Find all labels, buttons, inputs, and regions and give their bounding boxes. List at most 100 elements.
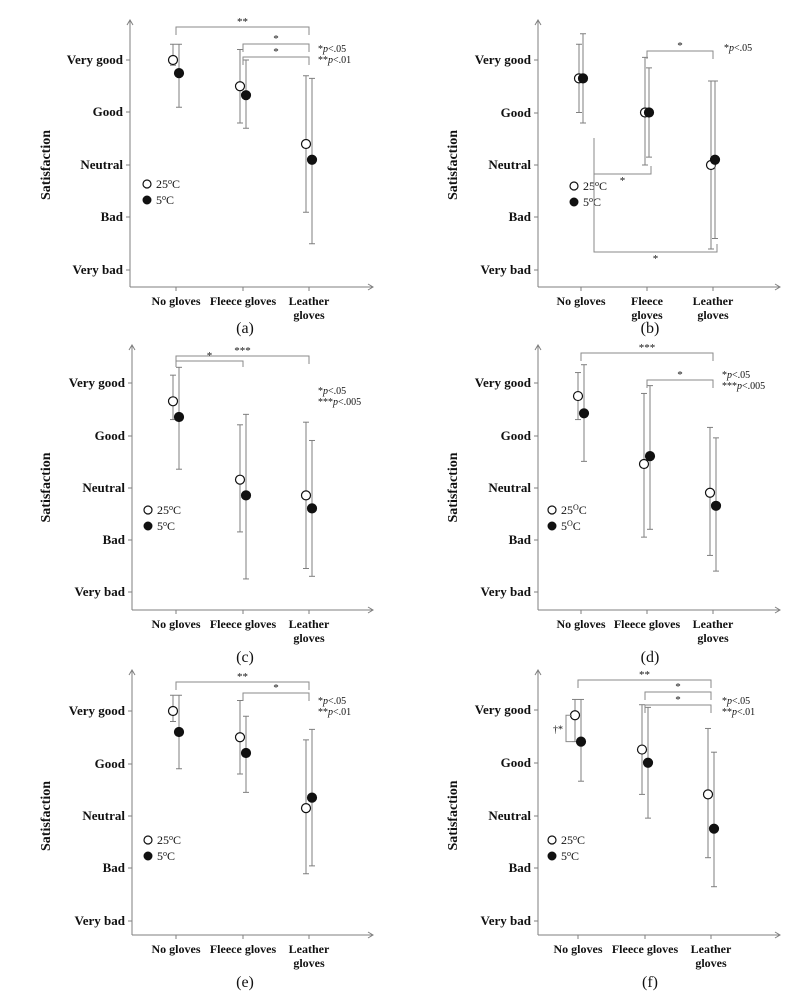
significance-label: ** — [237, 16, 248, 28]
significance-label: *** — [234, 345, 251, 357]
y-tick-label: Neutral — [82, 480, 125, 495]
panel-label: (f) — [642, 974, 658, 991]
x-tick-label: No gloves — [152, 942, 201, 956]
legend-marker-filled — [143, 851, 153, 861]
y-tick-label: Neutral — [488, 480, 531, 495]
y-tick-label: Very bad — [75, 913, 126, 928]
significance-bracket — [242, 56, 310, 65]
y-axis-title: Satisfaction — [446, 780, 461, 850]
point-5c — [173, 726, 185, 738]
point-5c — [643, 107, 655, 118]
y-axis-arrow — [534, 19, 542, 26]
point-5c — [240, 747, 252, 759]
x-tick-label: gloves — [695, 956, 727, 970]
significance-bracket — [593, 138, 718, 253]
panel-label: (b) — [641, 320, 660, 337]
x-tick-label: Fleece gloves — [614, 617, 681, 631]
point-25c — [234, 474, 246, 485]
y-tick-label: Good — [501, 755, 532, 770]
point-25c — [572, 390, 584, 402]
point-5c — [642, 757, 654, 768]
point-5c — [306, 792, 318, 803]
point-25c — [704, 487, 716, 498]
y-tick-label: Very good — [67, 52, 124, 67]
y-tick-label: Very bad — [481, 584, 532, 599]
point-5c — [306, 503, 318, 514]
point-25c — [167, 705, 179, 717]
point-25c — [702, 789, 714, 800]
x-tick-label: Fleece gloves — [210, 294, 277, 308]
x-axis-arrow — [367, 931, 374, 939]
y-axis-title: Satisfaction — [39, 452, 54, 522]
point-25c — [300, 803, 312, 814]
significance-note: *p<.05 — [724, 43, 752, 54]
significance-note: ***p<.005 — [318, 397, 361, 408]
significance-bracket — [644, 691, 712, 700]
legend-label-25c: 25oC — [583, 179, 607, 193]
y-tick-label: Neutral — [82, 808, 125, 823]
x-tick-label: gloves — [697, 631, 729, 645]
significance-bracket — [242, 43, 310, 52]
y-tick-label: Bad — [509, 532, 532, 547]
x-tick-label: No gloves — [554, 942, 603, 956]
y-axis-arrow — [534, 669, 542, 676]
y-axis-arrow — [128, 669, 136, 676]
panel-f: Very good Good Neutral Bad Very bad Satisfact… — [446, 669, 781, 991]
point-25c — [300, 490, 312, 501]
legend-label-5c: 5oC — [157, 849, 175, 863]
x-axis-arrow — [774, 931, 781, 939]
y-tick-label: Very good — [475, 375, 532, 390]
y-axis-title: Satisfaction — [446, 130, 461, 200]
significance-bracket — [175, 355, 310, 364]
x-tick-label: No gloves — [152, 617, 201, 631]
panel-c: Very good Good Neutral Bad Very bad Satisfact… — [39, 344, 374, 666]
x-axis-arrow — [367, 606, 374, 614]
point-25c — [300, 138, 312, 150]
legend-label-5c: 5oC — [157, 519, 175, 533]
y-tick-label: Bad — [509, 209, 532, 224]
y-axis-title: Satisfaction — [39, 781, 54, 851]
point-25c — [234, 732, 246, 743]
x-tick-label: gloves — [293, 308, 325, 322]
y-tick-label: Bad — [101, 209, 124, 224]
within-bracket — [565, 714, 572, 743]
significance-bracket — [580, 352, 714, 361]
significance-note: *p<.05 — [318, 44, 346, 55]
significance-label: * — [207, 350, 213, 362]
legend-label-25c: 25oC — [157, 833, 181, 847]
y-axis-title: Satisfaction — [39, 130, 54, 200]
point-5c — [306, 154, 318, 165]
significance-label: * — [677, 369, 683, 381]
legend-marker-open — [547, 505, 557, 515]
y-tick-label: Very bad — [75, 584, 126, 599]
legend-marker-open — [547, 835, 557, 845]
y-tick-label: Very good — [475, 702, 532, 717]
y-axis-arrow — [126, 19, 134, 26]
point-5c — [173, 411, 185, 423]
y-tick-label: Very bad — [481, 913, 532, 928]
x-tick-label: Leather — [693, 617, 734, 631]
panel-b: Very good Good Neutral Bad Very bad Satisfact… — [446, 19, 781, 337]
legend-marker-filled — [547, 521, 557, 531]
panel-d: Very good Good Neutral Bad Very bad Satisfact… — [446, 342, 781, 666]
significance-bracket — [593, 138, 652, 175]
significance-note: *p<.05 — [722, 370, 750, 381]
significance-label: *** — [639, 342, 656, 354]
y-axis-title: Satisfaction — [446, 452, 461, 522]
y-axis-arrow — [128, 344, 136, 351]
legend-label-5c: 5oC — [561, 849, 579, 863]
panel-label: (d) — [641, 649, 660, 666]
x-tick-label: Leather — [289, 942, 330, 956]
significance-bracket — [175, 681, 310, 690]
y-tick-label: Good — [95, 428, 126, 443]
y-tick-label: Bad — [509, 860, 532, 875]
y-tick-label: Good — [93, 104, 124, 119]
y-tick-label: Very bad — [481, 262, 532, 277]
y-tick-label: Neutral — [80, 157, 123, 172]
significance-label: * — [273, 682, 279, 694]
x-axis-arrow — [774, 283, 781, 291]
legend-marker-filled — [547, 851, 557, 861]
significance-bracket — [577, 679, 712, 688]
x-axis-arrow — [774, 606, 781, 614]
